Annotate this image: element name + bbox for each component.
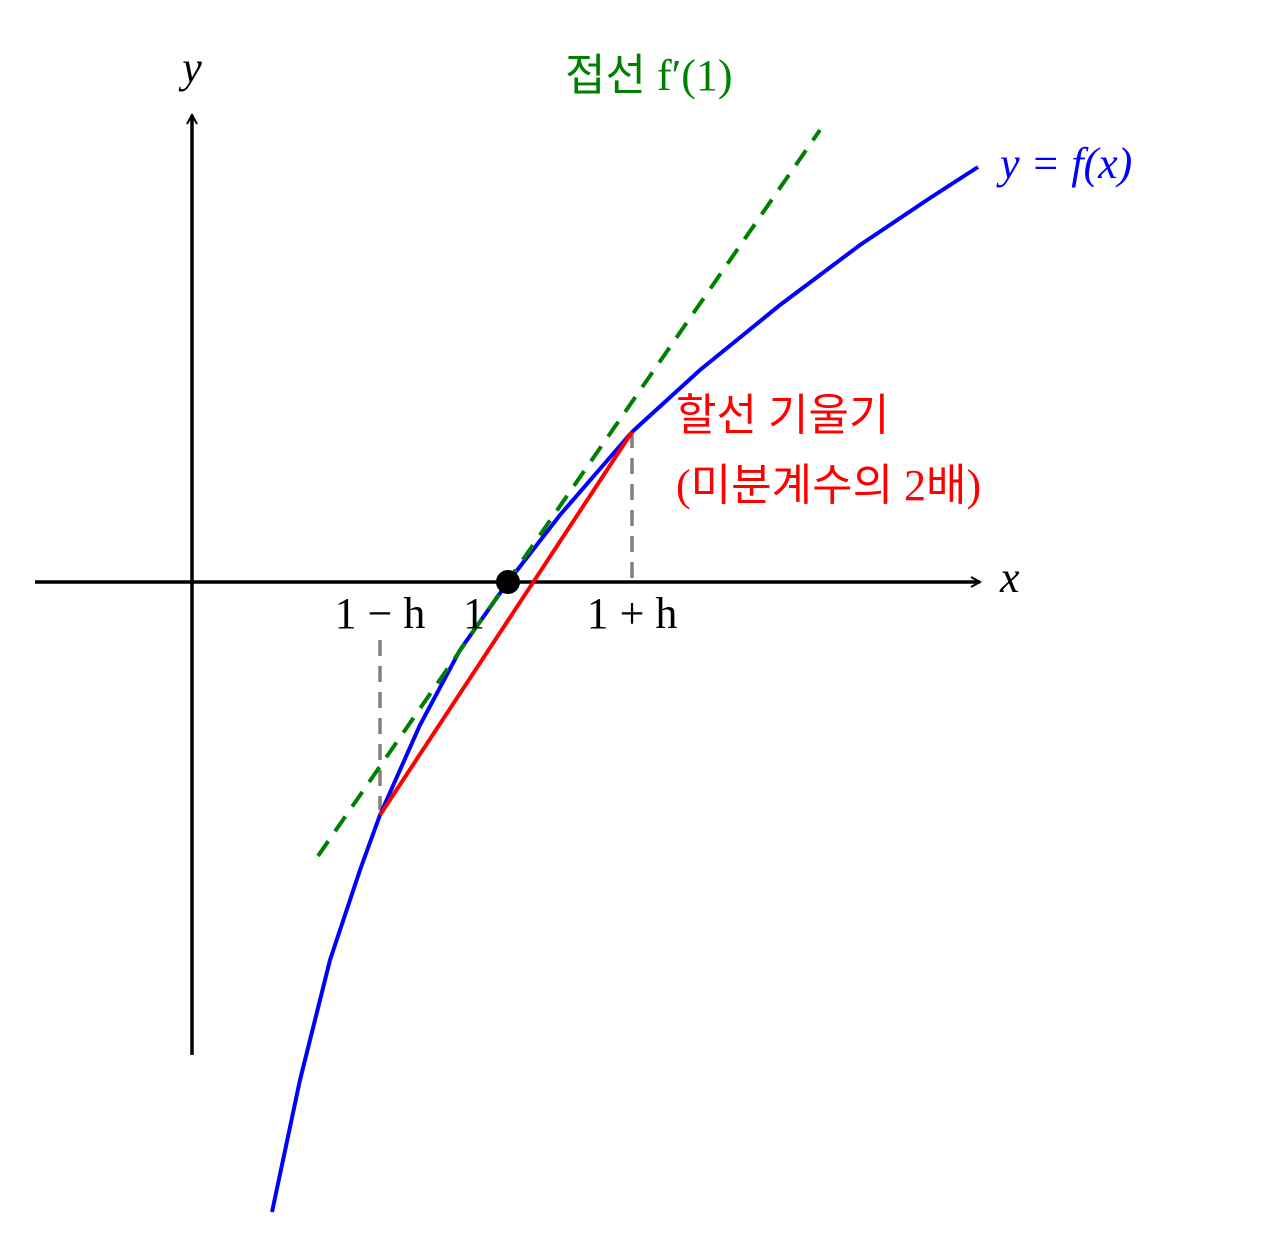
secant-label: (미분계수의 2배) — [676, 461, 981, 510]
tick-label: 1 − h — [335, 589, 426, 638]
point — [496, 570, 520, 594]
curve — [270, 165, 980, 1213]
curve-label: y = f(x) — [996, 139, 1132, 188]
tangent-label: 접선 f′(1) — [565, 51, 733, 100]
tick-label: 1 — [463, 589, 485, 638]
secant-line — [378, 430, 634, 817]
secant-label: 할선 기울기 — [676, 391, 889, 440]
x-axis-label: x — [999, 553, 1020, 602]
tick-label: 1 + h — [587, 589, 678, 638]
y-axis-label: y — [178, 43, 202, 92]
tangent-line — [316, 128, 822, 858]
